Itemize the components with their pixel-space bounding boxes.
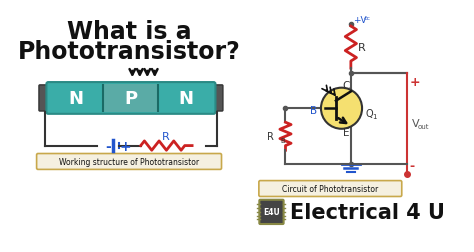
Bar (103, 85, 158, 112)
Text: N: N (68, 90, 83, 108)
Text: E4U: E4U (263, 208, 280, 216)
Text: B: B (280, 137, 284, 143)
Text: R: R (267, 132, 274, 142)
Text: Phototransistor?: Phototransistor? (18, 40, 241, 64)
Text: What is a: What is a (67, 19, 192, 43)
FancyBboxPatch shape (46, 83, 216, 114)
Text: out: out (418, 123, 429, 130)
Text: P: P (124, 90, 137, 108)
Text: cc: cc (364, 16, 371, 21)
Text: R: R (358, 43, 366, 53)
Text: Q: Q (366, 108, 374, 118)
Circle shape (321, 88, 362, 129)
Text: R: R (162, 132, 170, 142)
Text: V: V (411, 119, 419, 129)
Text: +: + (410, 75, 420, 88)
FancyBboxPatch shape (259, 200, 283, 224)
Text: Circuit of Phototransistor: Circuit of Phototransistor (282, 184, 378, 193)
Text: 1: 1 (373, 113, 377, 119)
Text: B: B (310, 106, 317, 116)
Text: +: + (119, 139, 131, 153)
FancyBboxPatch shape (259, 181, 402, 197)
Text: Electrical 4 U: Electrical 4 U (290, 202, 445, 222)
FancyBboxPatch shape (212, 85, 223, 112)
Text: -: - (410, 159, 415, 172)
Text: +V: +V (353, 16, 366, 25)
FancyBboxPatch shape (39, 85, 50, 112)
Text: E: E (343, 127, 349, 137)
Text: C: C (343, 81, 350, 90)
Text: -: - (105, 139, 111, 153)
Text: Working structure of Phototransistor: Working structure of Phototransistor (58, 157, 199, 166)
Text: N: N (179, 90, 193, 108)
FancyBboxPatch shape (36, 154, 221, 170)
